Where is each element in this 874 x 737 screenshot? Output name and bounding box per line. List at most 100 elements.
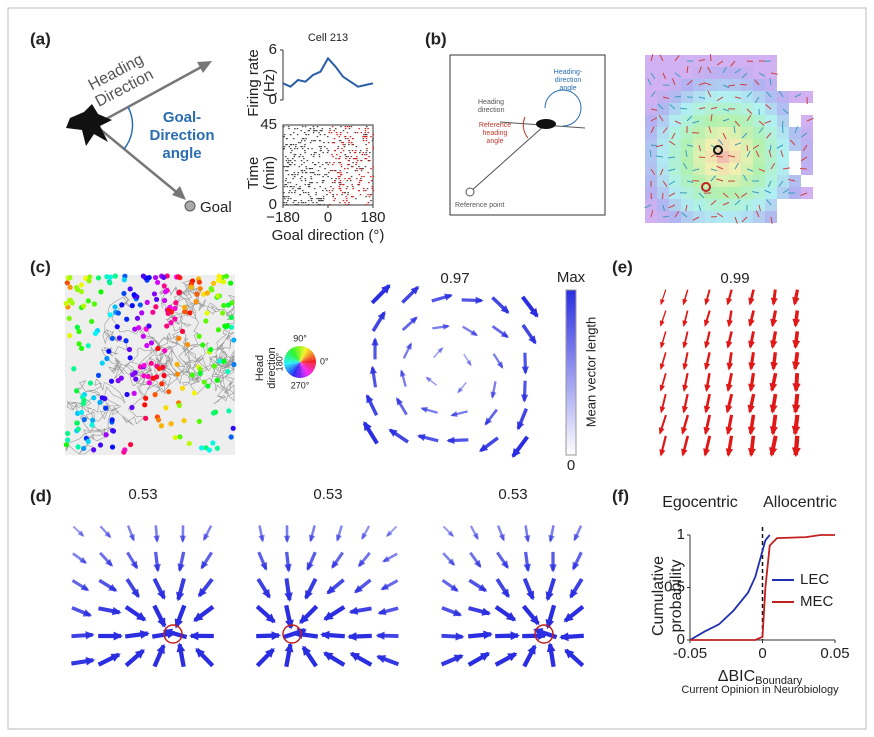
raster-tick bbox=[311, 178, 313, 179]
raster-tick bbox=[301, 202, 303, 203]
raster-tick bbox=[309, 184, 311, 185]
raster-tick bbox=[326, 190, 328, 191]
raster-tick bbox=[290, 134, 292, 135]
spike bbox=[122, 447, 127, 452]
spike bbox=[217, 359, 222, 364]
raster-tick bbox=[356, 146, 358, 147]
spike bbox=[198, 371, 203, 376]
raster-tick bbox=[327, 164, 329, 165]
raster-tick bbox=[372, 138, 374, 139]
raster-tick bbox=[284, 146, 286, 147]
raster-tick bbox=[312, 202, 314, 203]
column-header: Allocentric bbox=[763, 494, 837, 511]
raster-tick bbox=[302, 156, 304, 157]
raster-tick bbox=[285, 156, 287, 157]
raster-tick bbox=[345, 156, 347, 157]
spike bbox=[209, 287, 214, 292]
diagram-label-line: heading bbox=[483, 130, 508, 137]
raster-tick bbox=[351, 196, 353, 197]
raster-tick bbox=[286, 196, 288, 197]
raster-tick bbox=[313, 128, 315, 129]
raster-tick bbox=[307, 160, 309, 161]
raster-tick bbox=[348, 204, 350, 205]
spike bbox=[198, 286, 203, 291]
raster-tick bbox=[370, 168, 372, 169]
raster-tick bbox=[339, 186, 341, 187]
spike bbox=[205, 383, 210, 388]
spike bbox=[130, 303, 135, 308]
spike bbox=[135, 316, 140, 321]
raster-tick bbox=[308, 192, 310, 193]
raster-tick bbox=[293, 132, 295, 133]
colorbar-label: Mean vector length bbox=[583, 317, 598, 428]
spike bbox=[226, 302, 231, 307]
raster-tick bbox=[288, 128, 290, 129]
raster-tick bbox=[326, 148, 328, 149]
raster-tick bbox=[352, 162, 354, 163]
raster-tick bbox=[339, 156, 341, 157]
raster-tick bbox=[312, 162, 314, 163]
spike bbox=[142, 363, 147, 368]
raster-tick bbox=[348, 202, 350, 203]
spike bbox=[129, 405, 134, 410]
raster-tick bbox=[312, 168, 314, 169]
raster-tick bbox=[325, 188, 327, 189]
raster-tick bbox=[350, 180, 352, 181]
x-tick-label: 0 bbox=[324, 209, 332, 226]
raster-tick bbox=[320, 148, 322, 149]
panel-label: (f) bbox=[612, 486, 629, 505]
x-tick-label: 0 bbox=[758, 645, 766, 662]
raster-tick bbox=[297, 174, 299, 175]
raster-tick bbox=[365, 166, 367, 167]
raster-tick bbox=[337, 148, 339, 149]
spike bbox=[124, 392, 129, 397]
raster-tick bbox=[303, 162, 305, 163]
raster-tick bbox=[290, 152, 292, 153]
spike bbox=[220, 310, 225, 315]
raster-tick bbox=[299, 156, 301, 157]
raster-tick bbox=[369, 160, 371, 161]
raster-tick bbox=[340, 162, 342, 163]
score: 0.53 bbox=[313, 486, 342, 503]
raster-tick bbox=[360, 160, 362, 161]
raster-tick bbox=[361, 168, 363, 169]
spike bbox=[116, 310, 121, 315]
raster-tick bbox=[344, 146, 346, 147]
raster-tick bbox=[285, 180, 287, 181]
spike bbox=[67, 285, 72, 290]
raster-tick bbox=[323, 196, 325, 197]
raster-tick bbox=[318, 162, 320, 163]
spike bbox=[231, 362, 236, 367]
raster-tick bbox=[313, 156, 315, 157]
spike bbox=[141, 373, 146, 378]
raster-tick bbox=[346, 198, 348, 199]
spike bbox=[190, 372, 195, 377]
raster-tick bbox=[284, 198, 286, 199]
raster-tick bbox=[314, 164, 316, 165]
spike bbox=[152, 291, 157, 296]
spike bbox=[173, 300, 178, 305]
raster-tick bbox=[318, 204, 320, 205]
raster-tick bbox=[363, 188, 365, 189]
raster-tick bbox=[321, 200, 323, 201]
raster-tick bbox=[359, 180, 361, 181]
raster-tick bbox=[340, 172, 342, 173]
raster-tick bbox=[310, 196, 312, 197]
raster-tick bbox=[294, 200, 296, 201]
raster-tick bbox=[299, 194, 301, 195]
spike bbox=[164, 323, 169, 328]
raster-tick bbox=[359, 174, 361, 175]
raster-tick bbox=[339, 158, 341, 159]
spike bbox=[79, 410, 84, 415]
diagram-label: Reference point bbox=[455, 202, 504, 209]
raster-tick bbox=[321, 198, 323, 199]
raster-tick bbox=[340, 174, 342, 175]
raster-tick bbox=[355, 152, 357, 153]
raster-tick bbox=[324, 168, 326, 169]
panel-label: (b) bbox=[425, 29, 447, 48]
raster-tick bbox=[303, 202, 305, 203]
raster-tick bbox=[373, 190, 375, 191]
raster-tick bbox=[321, 130, 323, 131]
raster-tick bbox=[333, 200, 335, 201]
score: 0.53 bbox=[498, 486, 527, 503]
